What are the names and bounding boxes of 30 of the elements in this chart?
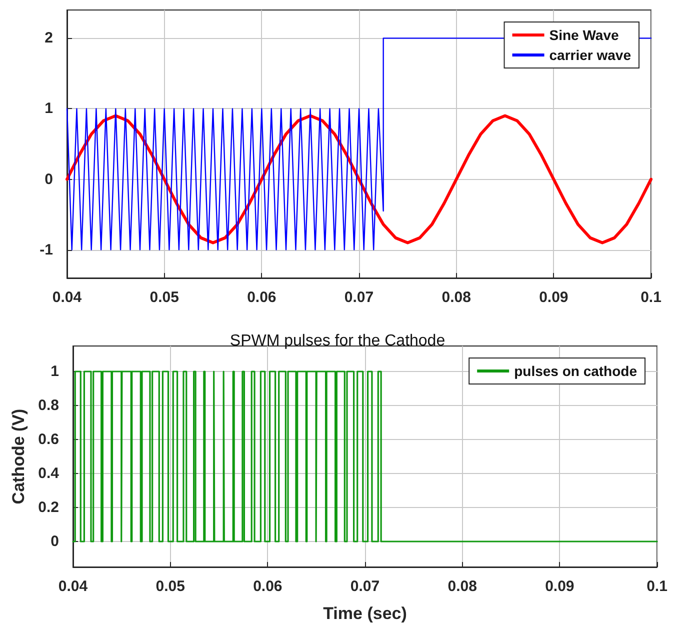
y-tick-label: 0 xyxy=(50,533,59,550)
x-tick-label: 0.1 xyxy=(646,578,668,595)
x-tick-label: 0.06 xyxy=(253,578,282,595)
x-tick-label: 0.04 xyxy=(52,289,82,306)
y-axis-title: Cathode (V) xyxy=(9,408,28,504)
y-tick-label: 0.6 xyxy=(38,431,59,448)
y-tick-label: 1 xyxy=(44,100,53,118)
y-tick-label: 0 xyxy=(44,170,53,188)
y-tick-label: -1 xyxy=(40,241,53,258)
x-tick-label: 0.09 xyxy=(545,578,574,595)
y-tick-label: 0.2 xyxy=(38,499,59,516)
legend-label: pulses on cathode xyxy=(514,363,638,379)
legend-label: carrier wave xyxy=(549,47,632,63)
x-tick-label: 0.07 xyxy=(350,578,380,595)
y-tick-label: 2 xyxy=(44,30,53,47)
legend-label: Sine Wave xyxy=(549,27,619,43)
y-tick-label: 1 xyxy=(50,363,59,380)
y-tick-label: 0.4 xyxy=(38,465,60,482)
x-tick-label: 0.09 xyxy=(539,289,568,306)
x-tick-label: 0.04 xyxy=(58,578,88,595)
y-tick-label: 0.8 xyxy=(38,397,59,414)
x-tick-label: 0.07 xyxy=(344,289,374,306)
x-tick-label: 0.05 xyxy=(156,578,185,595)
chart-title: SPWM pulses for the Cathode xyxy=(230,332,446,350)
x-tick-label: 0.08 xyxy=(448,578,477,595)
x-axis-title: Time (sec) xyxy=(323,604,407,623)
x-tick-label: 0.08 xyxy=(442,289,471,306)
x-tick-label: 0.06 xyxy=(247,289,276,306)
x-tick-label: 0.05 xyxy=(150,289,179,306)
x-tick-label: 0.1 xyxy=(640,289,662,306)
